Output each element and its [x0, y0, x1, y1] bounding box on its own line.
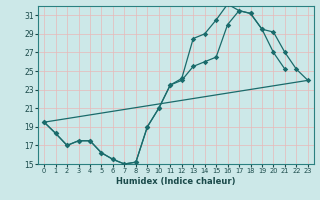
X-axis label: Humidex (Indice chaleur): Humidex (Indice chaleur) — [116, 177, 236, 186]
